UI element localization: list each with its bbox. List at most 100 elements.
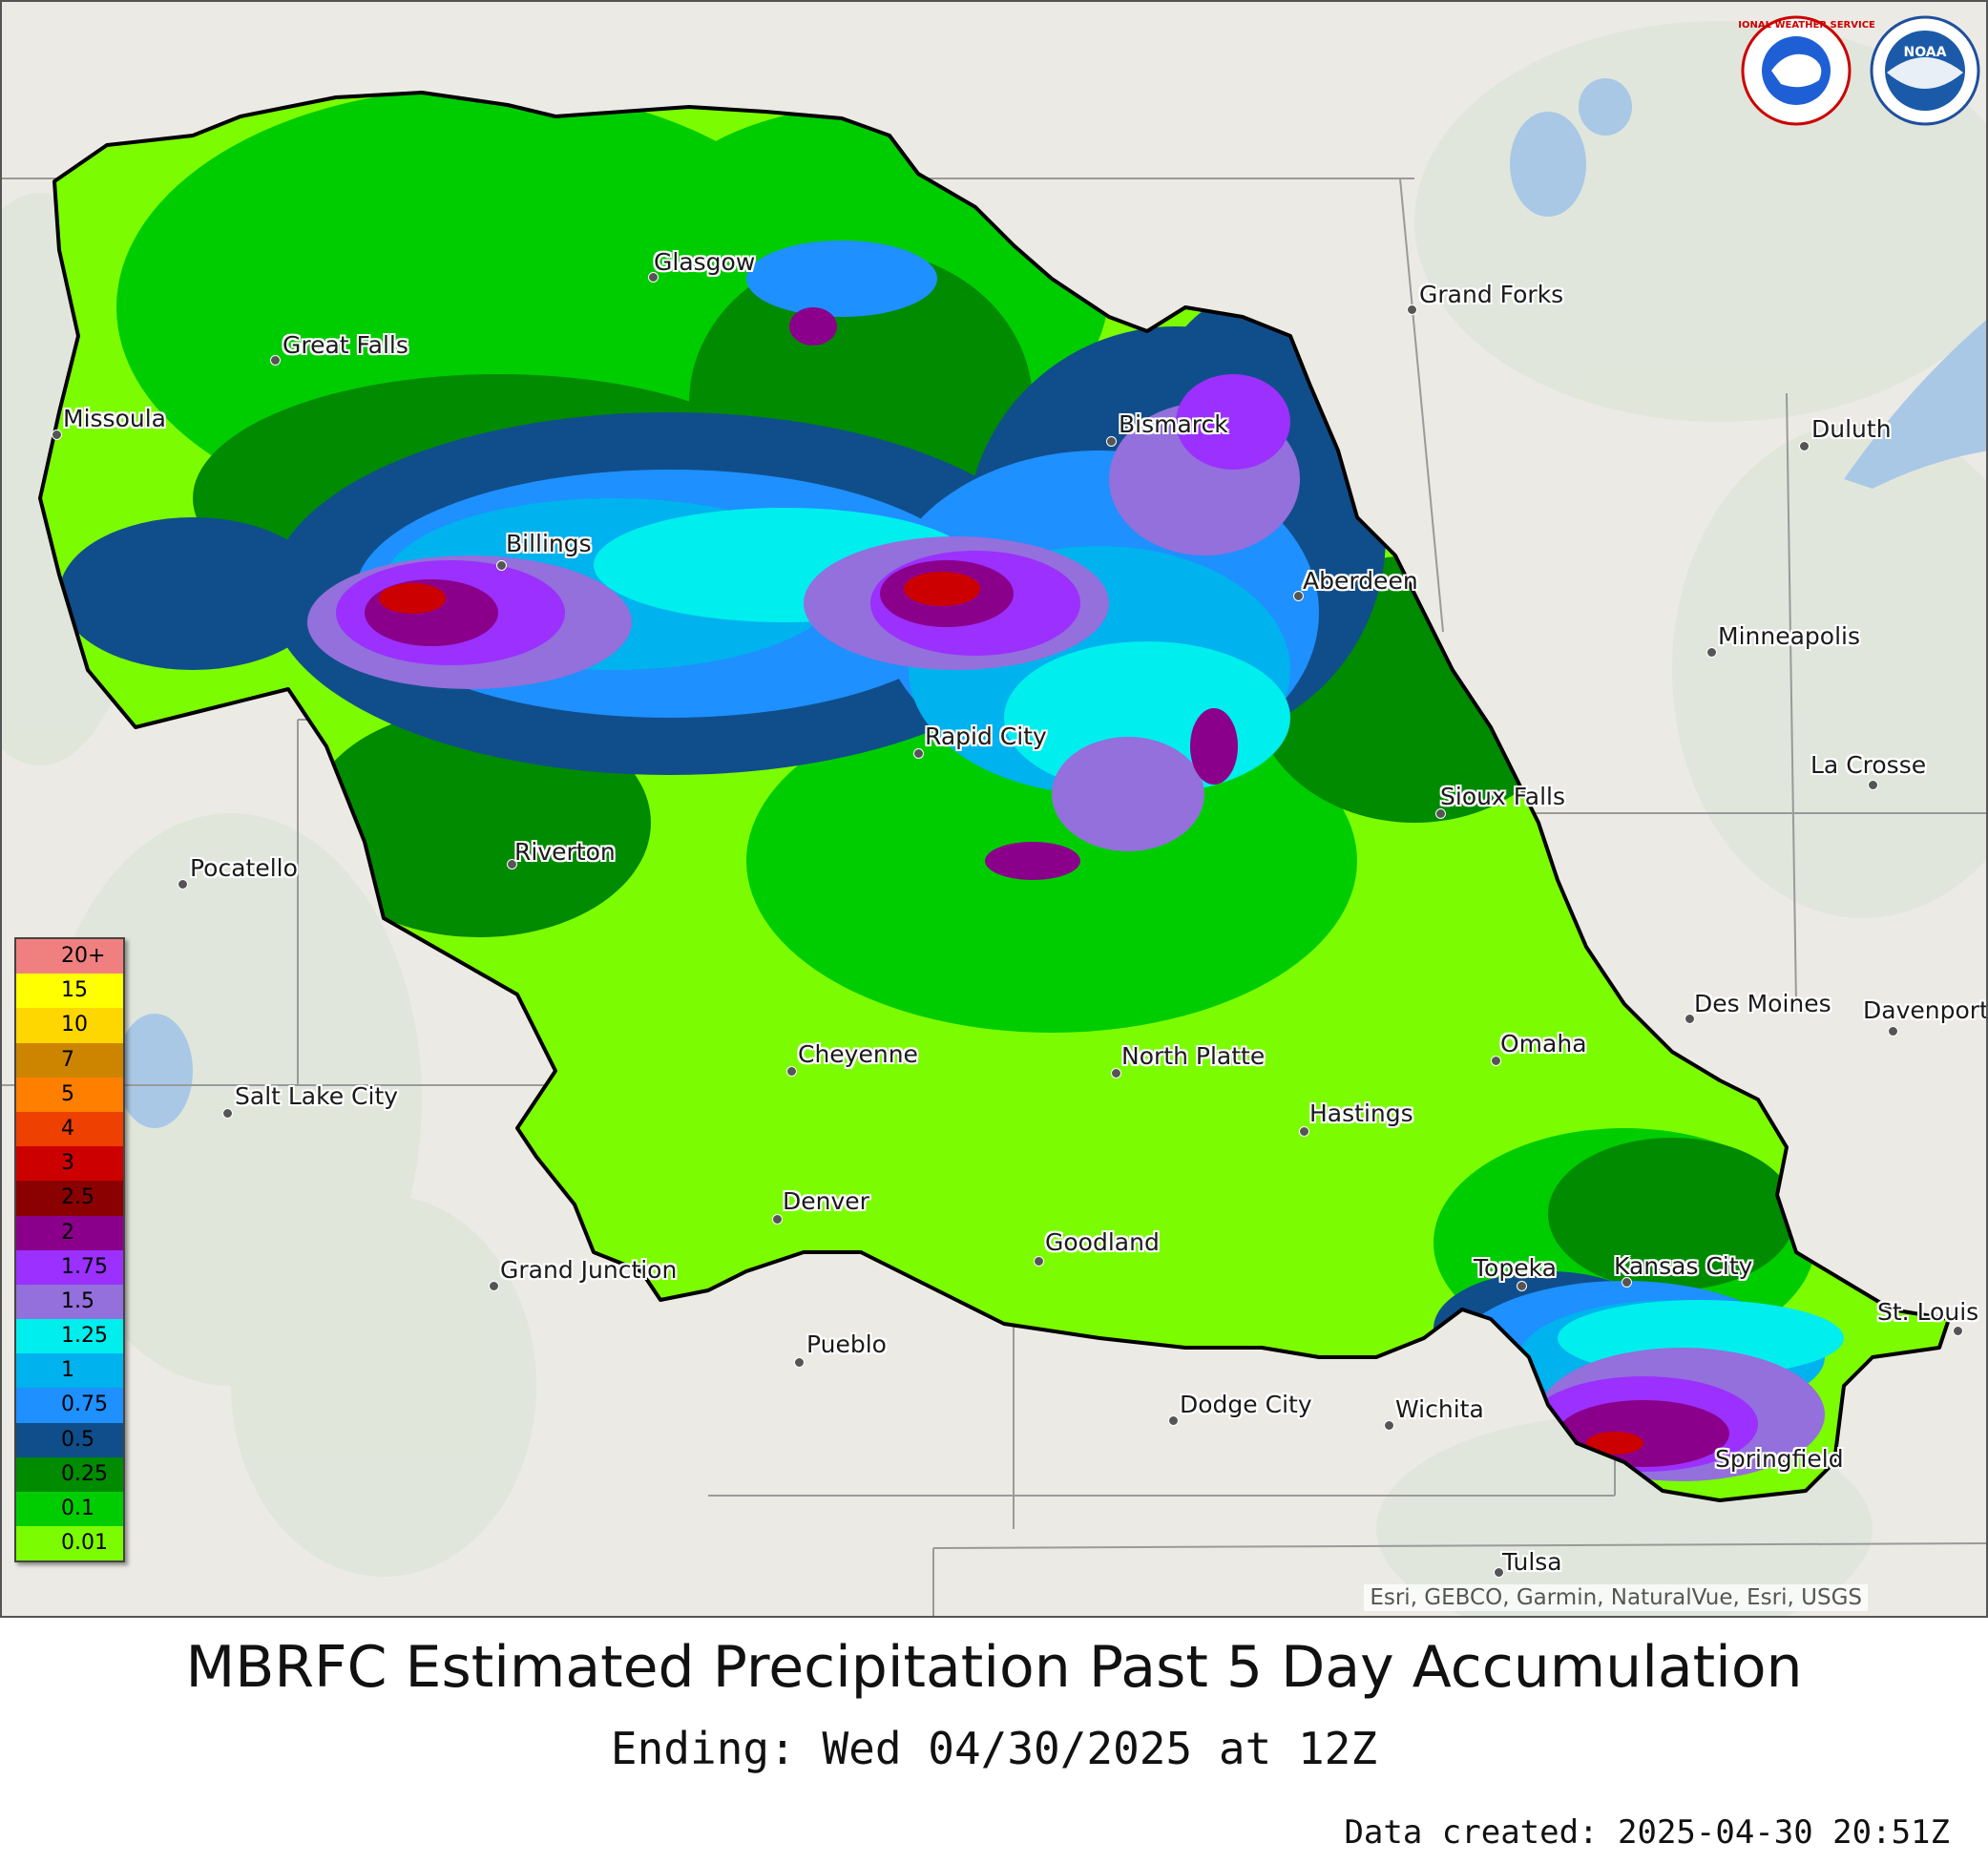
noaa-logo-icon: NOAA bbox=[1870, 15, 1980, 126]
city-label-missoula: Missoula bbox=[63, 405, 166, 432]
city-label-grand-junction: Grand Junction bbox=[500, 1256, 678, 1284]
city-label-riverton: Riverton bbox=[514, 838, 616, 866]
data-created-timestamp: Data created: 2025-04-30 20:51Z bbox=[1344, 1813, 1950, 1852]
city-label-la-crosse: La Crosse bbox=[1810, 751, 1927, 779]
agency-logos: NATIONAL WEATHER SERVICE NOAA bbox=[1739, 13, 1986, 128]
city-label-denver: Denver bbox=[783, 1187, 869, 1215]
city-marker bbox=[1106, 436, 1117, 447]
legend-item: 0.1 bbox=[16, 1492, 123, 1527]
legend-label: 7 bbox=[61, 1047, 74, 1072]
city-label-sioux-falls: Sioux Falls bbox=[1440, 783, 1566, 810]
city-marker bbox=[648, 272, 659, 283]
city-marker bbox=[772, 1214, 783, 1225]
legend-item: 7 bbox=[16, 1042, 123, 1078]
lakes bbox=[116, 78, 1986, 1128]
city-marker bbox=[1868, 780, 1878, 790]
city-marker bbox=[1168, 1415, 1179, 1426]
legend-item: 5 bbox=[16, 1077, 123, 1112]
city-marker bbox=[1494, 1567, 1504, 1578]
city-label-kansas-city: Kansas City bbox=[1614, 1252, 1753, 1280]
city-marker bbox=[913, 748, 924, 759]
city-label-pueblo: Pueblo bbox=[806, 1330, 887, 1358]
city-marker bbox=[222, 1108, 233, 1119]
city-label-wichita: Wichita bbox=[1395, 1395, 1484, 1423]
city-marker bbox=[489, 1281, 499, 1291]
legend-item: 4 bbox=[16, 1111, 123, 1147]
legend-item: 1.5 bbox=[16, 1284, 123, 1320]
city-marker bbox=[178, 879, 188, 890]
legend-label: 0.1 bbox=[61, 1497, 94, 1520]
city-label-minneapolis: Minneapolis bbox=[1718, 622, 1860, 650]
legend-label: 0.25 bbox=[61, 1461, 108, 1486]
city-label-topeka: Topeka bbox=[1474, 1254, 1557, 1282]
legend-item: 3 bbox=[16, 1146, 123, 1182]
city-label-omaha: Omaha bbox=[1500, 1030, 1587, 1058]
city-label-north-platte: North Platte bbox=[1121, 1042, 1266, 1070]
city-label-great-falls: Great Falls bbox=[283, 331, 408, 359]
city-marker bbox=[1435, 808, 1446, 819]
city-marker bbox=[1685, 1014, 1695, 1024]
legend-label: 2.5 bbox=[61, 1185, 94, 1210]
city-label-salt-lake-city: Salt Lake City bbox=[235, 1082, 399, 1110]
map-title: MBRFC Estimated Precipitation Past 5 Day… bbox=[185, 1634, 1803, 1701]
city-marker bbox=[1034, 1256, 1044, 1267]
legend-label: 20+ bbox=[61, 944, 106, 968]
legend-label: 0.75 bbox=[61, 1393, 108, 1417]
city-marker bbox=[1776, 1458, 1787, 1469]
legend-label: 0.01 bbox=[61, 1531, 108, 1556]
city-marker bbox=[52, 429, 62, 440]
city-label-springfield: Springfield bbox=[1715, 1445, 1844, 1473]
legend-item: 20+ bbox=[16, 939, 123, 974]
legend-label: 3 bbox=[61, 1151, 74, 1176]
precipitation-legend: 20+ 15 10 7 5 4 3 2.5 2 1.75 1.5 1.25 1 0.75 0.5 0.25 0.… bbox=[14, 937, 125, 1563]
legend-label: 10 bbox=[61, 1013, 88, 1037]
city-label-st-louis: St. Louis bbox=[1877, 1298, 1979, 1326]
city-marker bbox=[1799, 441, 1810, 451]
map-subtitle: Ending: Wed 04/30/2025 at 12Z bbox=[610, 1723, 1378, 1774]
svg-text:NOAA: NOAA bbox=[1904, 45, 1947, 60]
legend-label: 15 bbox=[61, 978, 88, 1003]
city-marker bbox=[1293, 591, 1304, 601]
legend-label: 1.25 bbox=[61, 1324, 108, 1349]
city-label-cheyenne: Cheyenne bbox=[798, 1040, 918, 1068]
city-marker bbox=[1888, 1026, 1898, 1037]
city-marker bbox=[1407, 304, 1417, 315]
nws-logo-icon: NATIONAL WEATHER SERVICE bbox=[1739, 15, 1875, 126]
city-label-bismarck: Bismarck bbox=[1119, 410, 1228, 438]
legend-item: 0.75 bbox=[16, 1388, 123, 1423]
city-label-tulsa: Tulsa bbox=[1502, 1548, 1562, 1576]
legend-item: 1.75 bbox=[16, 1249, 123, 1285]
city-marker bbox=[1706, 647, 1717, 658]
city-label-rapid-city: Rapid City bbox=[925, 723, 1047, 750]
map-attribution: Esri, GEBCO, Garmin, NaturalVue, Esri, U… bbox=[1364, 1584, 1868, 1611]
city-label-glasgow: Glasgow bbox=[654, 248, 756, 276]
basin-outline bbox=[38, 91, 1951, 1502]
city-marker bbox=[786, 1066, 797, 1077]
city-label-aberdeen: Aberdeen bbox=[1303, 567, 1418, 595]
city-label-grand-forks: Grand Forks bbox=[1419, 281, 1564, 308]
legend-label: 1 bbox=[61, 1358, 74, 1383]
city-label-davenport: Davenport bbox=[1863, 996, 1988, 1024]
legend-item: 1 bbox=[16, 1353, 123, 1389]
city-label-billings: Billings bbox=[506, 530, 592, 557]
city-marker bbox=[496, 560, 507, 571]
city-marker bbox=[1622, 1277, 1632, 1288]
basemap-terrain bbox=[2, 21, 1986, 1616]
city-label-goodland: Goodland bbox=[1045, 1228, 1160, 1256]
legend-label: 5 bbox=[61, 1081, 74, 1106]
legend-label: 1.5 bbox=[61, 1288, 94, 1313]
city-marker bbox=[1491, 1056, 1501, 1066]
precipitation-map[interactable]: Glasgow Great Falls Missoula Grand Forks… bbox=[0, 0, 1988, 1618]
map-canvas bbox=[2, 2, 1986, 1616]
legend-item: 0.01 bbox=[16, 1526, 123, 1561]
legend-label: 4 bbox=[61, 1116, 74, 1141]
legend-item: 0.25 bbox=[16, 1456, 123, 1492]
city-marker bbox=[507, 859, 517, 869]
legend-item: 2 bbox=[16, 1215, 123, 1250]
legend-label: 0.5 bbox=[61, 1427, 94, 1452]
city-marker bbox=[1953, 1326, 1963, 1336]
legend-item: 15 bbox=[16, 974, 123, 1009]
city-marker bbox=[1111, 1068, 1121, 1079]
svg-text:NATIONAL WEATHER SERVICE: NATIONAL WEATHER SERVICE bbox=[1739, 20, 1875, 31]
legend-label: 2 bbox=[61, 1220, 74, 1245]
